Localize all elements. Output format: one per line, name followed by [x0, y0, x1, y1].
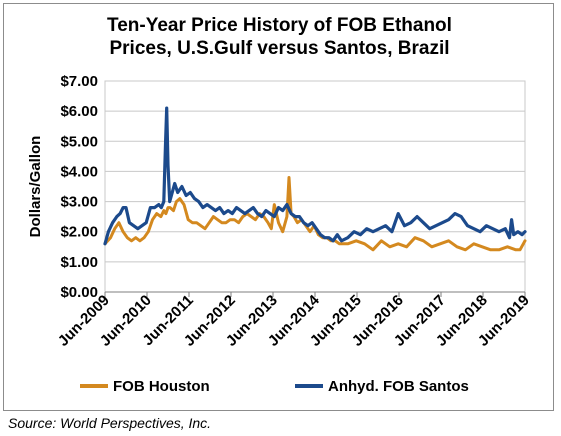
y-tick-label: $1.00	[60, 254, 98, 271]
y-tick-label: $0.00	[60, 284, 98, 301]
y-axis-label: Dollars/Gallon	[27, 136, 44, 238]
chart-title-line-1: Ten-Year Price History of FOB Ethanol	[107, 15, 452, 36]
source-note: Source: World Perspectives, Inc.	[8, 415, 212, 431]
y-tick-label: $3.00	[60, 194, 98, 211]
series-line-anhyd-fob-santos	[103, 106, 527, 246]
chart-title-line-2: Prices, U.S.Gulf versus Santos, Brazil	[109, 38, 450, 59]
series-line-fob-houston	[103, 176, 527, 252]
chart-title: Ten-Year Price History of FOB Ethanol Pr…	[4, 14, 555, 60]
y-tick-label: $6.00	[60, 103, 98, 120]
chart-frame: Ten-Year Price History of FOB Ethanol Pr…	[3, 3, 554, 411]
y-tick-label: $5.00	[60, 133, 98, 150]
y-tick-label: $7.00	[60, 73, 98, 90]
y-tick-label: $2.00	[60, 224, 98, 241]
legend-label-fob-houston: FOB Houston	[113, 378, 210, 395]
y-tick-label: $4.00	[60, 163, 98, 180]
legend-label-anhyd-fob-santos: Anhyd. FOB Santos	[328, 378, 469, 395]
